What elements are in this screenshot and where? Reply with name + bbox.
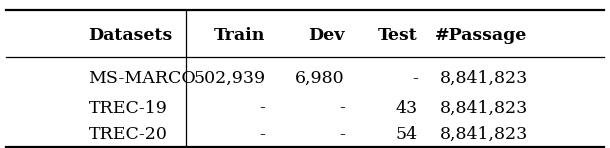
- Text: -: -: [339, 100, 345, 116]
- Text: Train: Train: [214, 27, 265, 44]
- Text: Datasets: Datasets: [88, 27, 173, 44]
- Text: TREC-20: TREC-20: [88, 126, 167, 143]
- Text: 8,841,823: 8,841,823: [439, 100, 528, 116]
- Text: -: -: [259, 126, 265, 143]
- Text: 43: 43: [396, 100, 418, 116]
- Text: 8,841,823: 8,841,823: [439, 70, 528, 87]
- Text: TREC-19: TREC-19: [88, 100, 167, 116]
- Text: #Passage: #Passage: [436, 27, 528, 44]
- Text: -: -: [412, 70, 418, 87]
- Text: -: -: [259, 100, 265, 116]
- Text: Test: Test: [378, 27, 418, 44]
- Text: 8,841,823: 8,841,823: [439, 126, 528, 143]
- Text: MS-MARCO: MS-MARCO: [88, 70, 196, 87]
- Text: 6,980: 6,980: [295, 70, 345, 87]
- Text: 502,939: 502,939: [193, 70, 265, 87]
- Text: Dev: Dev: [308, 27, 345, 44]
- Text: 54: 54: [396, 126, 418, 143]
- Text: -: -: [339, 126, 345, 143]
